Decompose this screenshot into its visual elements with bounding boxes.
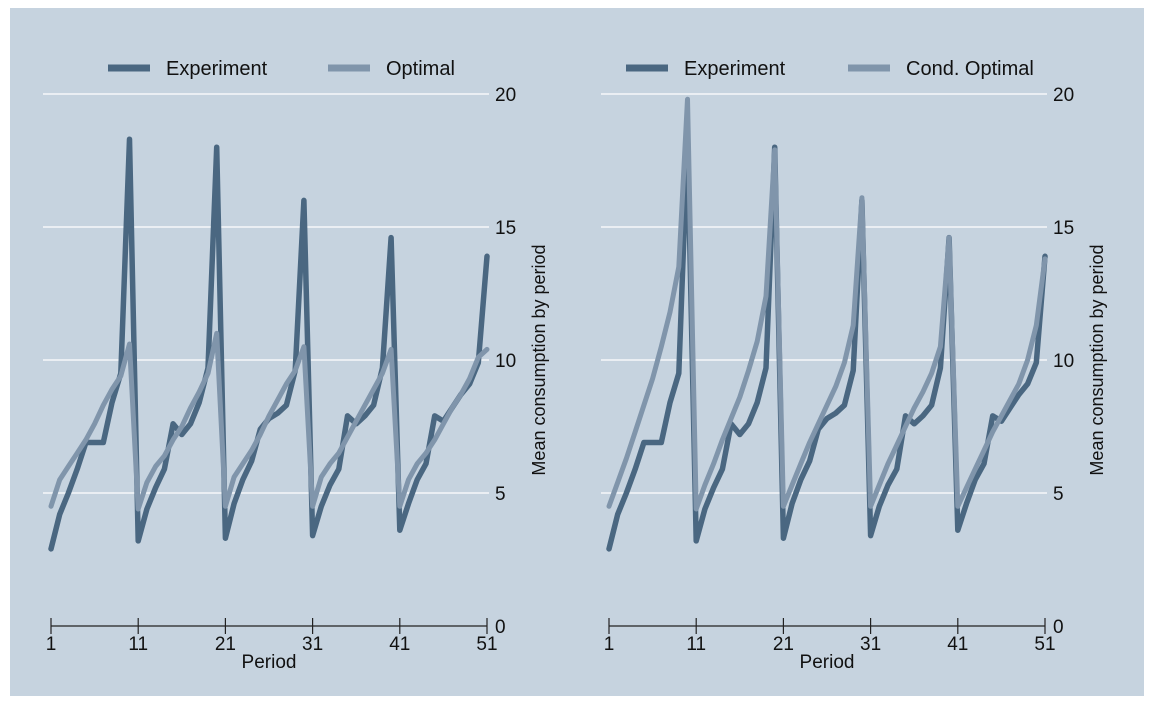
- y-tick-label: 10: [1053, 351, 1074, 372]
- series-line-experiment: [48, 136, 490, 552]
- y-tick-label: 20: [1053, 85, 1074, 106]
- x-tick-label: 11: [128, 634, 148, 655]
- series-line-cond-optimal: [606, 96, 1048, 512]
- legend-label: Experiment: [684, 58, 786, 80]
- x-tick-label: 11: [686, 634, 706, 655]
- legend-label: Optimal: [386, 58, 455, 80]
- y-tick-label: 5: [495, 484, 506, 505]
- x-tick-label: 1: [604, 634, 615, 655]
- figure-background: 1 11 21 31 41 51 0 5 10 15 20 Period Mean consumptio…: [10, 8, 1144, 696]
- y-tick-label: 20: [495, 85, 516, 106]
- series-line-experiment: [606, 136, 1048, 552]
- x-tick-label: 41: [389, 634, 410, 655]
- x-tick-label: 51: [1034, 634, 1055, 655]
- x-axis-title: Period: [242, 652, 297, 673]
- y-tick-label: 15: [495, 218, 516, 239]
- legend-label: Cond. Optimal: [906, 58, 1034, 80]
- x-tick-label: 21: [215, 634, 236, 655]
- y-tick-label: 15: [1053, 218, 1074, 239]
- y-axis-title: Mean consumption by period: [1087, 244, 1107, 475]
- y-tick-label: 5: [1053, 484, 1064, 505]
- x-tick-label: 51: [476, 634, 497, 655]
- x-tick-label: 1: [46, 634, 57, 655]
- x-tick-label: 31: [302, 634, 323, 655]
- legend-label: Experiment: [166, 58, 268, 80]
- series-line-optimal: [48, 330, 490, 512]
- y-tick-label: 0: [1053, 617, 1064, 638]
- y-axis-title: Mean consumption by period: [529, 244, 549, 475]
- x-tick-label: 41: [947, 634, 968, 655]
- x-axis-title: Period: [800, 652, 855, 673]
- y-tick-label: 10: [495, 351, 516, 372]
- x-tick-label: 21: [773, 634, 794, 655]
- x-tick-label: 31: [860, 634, 881, 655]
- y-tick-label: 0: [495, 617, 506, 638]
